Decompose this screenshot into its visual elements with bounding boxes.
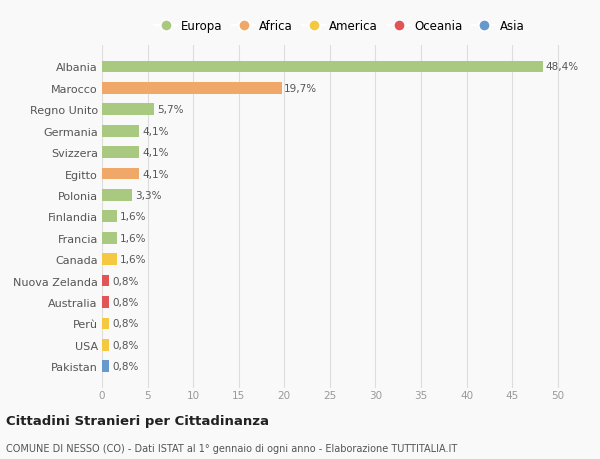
Bar (102, 104, 154, 116)
Text: 0,8%: 0,8% (112, 276, 139, 286)
Text: Cittadini Stranieri per Cittadinanza: Cittadini Stranieri per Cittadinanza (6, 414, 269, 428)
Text: 1,6%: 1,6% (119, 212, 146, 222)
Bar (102, 126, 139, 137)
Text: 5,7%: 5,7% (157, 105, 183, 115)
Text: 0,8%: 0,8% (112, 297, 139, 308)
Bar (102, 275, 109, 287)
Bar (102, 168, 139, 180)
Bar (102, 339, 109, 351)
Text: 4,1%: 4,1% (142, 169, 169, 179)
Bar (102, 254, 116, 265)
Bar (102, 318, 109, 330)
Text: COMUNE DI NESSO (CO) - Dati ISTAT al 1° gennaio di ogni anno - Elaborazione TUTT: COMUNE DI NESSO (CO) - Dati ISTAT al 1° … (6, 443, 457, 453)
Bar (102, 361, 109, 372)
Bar (102, 62, 543, 73)
Text: 3,3%: 3,3% (135, 190, 161, 201)
Text: 19,7%: 19,7% (284, 84, 317, 94)
Text: 48,4%: 48,4% (546, 62, 579, 73)
Text: 0,8%: 0,8% (112, 340, 139, 350)
Text: 0,8%: 0,8% (112, 319, 139, 329)
Bar (102, 232, 116, 244)
Bar (102, 83, 281, 95)
Bar (102, 147, 139, 159)
Text: 1,6%: 1,6% (119, 233, 146, 243)
Text: 1,6%: 1,6% (119, 255, 146, 264)
Bar (102, 190, 132, 202)
Bar (102, 211, 116, 223)
Legend: Europa, Africa, America, Oceania, Asia: Europa, Africa, America, Oceania, Asia (151, 17, 527, 35)
Bar (102, 297, 109, 308)
Text: 0,8%: 0,8% (112, 361, 139, 371)
Text: 4,1%: 4,1% (142, 148, 169, 158)
Text: 4,1%: 4,1% (142, 126, 169, 136)
